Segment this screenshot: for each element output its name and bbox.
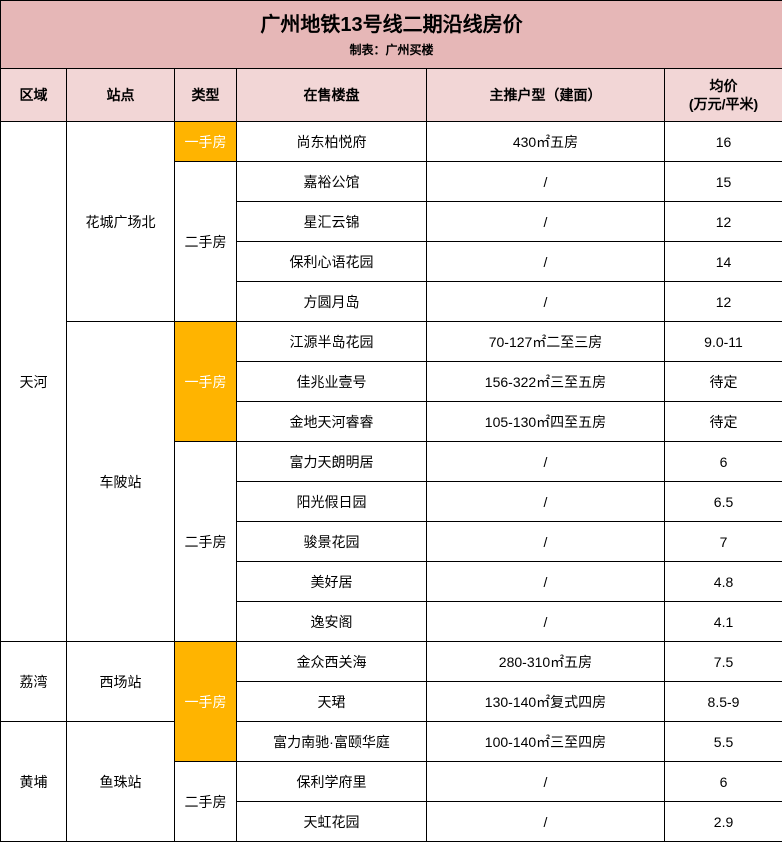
cell-project: 逸安阁	[237, 602, 427, 642]
cell-type: 二手房	[175, 442, 237, 642]
cell-type: 一手房	[175, 322, 237, 442]
sub-title: 制表：广州买楼	[5, 41, 778, 58]
cell-station: 西场站	[67, 642, 175, 722]
cell-price: 9.0-11	[665, 322, 782, 362]
cell-price: 待定	[665, 362, 782, 402]
cell-price: 6	[665, 762, 782, 802]
cell-type: 一手房	[175, 642, 237, 762]
title-row: 广州地铁13号线二期沿线房价 制表：广州买楼	[1, 1, 782, 69]
cell-price: 14	[665, 242, 782, 282]
table-body: 广州地铁13号线二期沿线房价 制表：广州买楼 区域 站点 类型 在售楼盘 主推户…	[1, 1, 782, 842]
cell-unit: /	[427, 242, 665, 282]
cell-project: 金众西关海	[237, 642, 427, 682]
cell-unit: 100-140㎡三至四房	[427, 722, 665, 762]
main-title: 广州地铁13号线二期沿线房价	[5, 11, 778, 39]
cell-unit: 280-310㎡五房	[427, 642, 665, 682]
table-row: 荔湾西场站一手房金众西关海280-310㎡五房7.5	[1, 642, 782, 682]
cell-unit: /	[427, 562, 665, 602]
cell-price: 16	[665, 122, 782, 162]
cell-unit: /	[427, 802, 665, 842]
cell-unit: 70-127㎡二至三房	[427, 322, 665, 362]
cell-type: 二手房	[175, 762, 237, 842]
cell-price: 8.5-9	[665, 682, 782, 722]
cell-project: 金地天河睿睿	[237, 402, 427, 442]
cell-unit: /	[427, 162, 665, 202]
header-price-line1: 均价	[710, 78, 738, 94]
cell-unit: /	[427, 282, 665, 322]
cell-price: 12	[665, 202, 782, 242]
table-row: 车陂站一手房江源半岛花园70-127㎡二至三房9.0-11	[1, 322, 782, 362]
header-unit: 主推户型（建面）	[427, 69, 665, 122]
cell-price: 4.1	[665, 602, 782, 642]
cell-unit: /	[427, 442, 665, 482]
cell-project: 骏景花园	[237, 522, 427, 562]
header-row: 区域 站点 类型 在售楼盘 主推户型（建面） 均价 (万元/平米)	[1, 69, 782, 122]
cell-project: 江源半岛花园	[237, 322, 427, 362]
cell-price: 7.5	[665, 642, 782, 682]
table-row: 天河花城广场北一手房尚东柏悦府430㎡五房16	[1, 122, 782, 162]
cell-unit: /	[427, 202, 665, 242]
cell-region: 荔湾	[1, 642, 67, 722]
cell-price: 15	[665, 162, 782, 202]
cell-region: 天河	[1, 122, 67, 642]
cell-unit: 105-130㎡四至五房	[427, 402, 665, 442]
cell-project: 尚东柏悦府	[237, 122, 427, 162]
cell-project: 富力南驰·富颐华庭	[237, 722, 427, 762]
cell-unit: 130-140㎡复式四房	[427, 682, 665, 722]
cell-project: 天虹花园	[237, 802, 427, 842]
cell-price: 5.5	[665, 722, 782, 762]
cell-project: 星汇云锦	[237, 202, 427, 242]
cell-project: 嘉裕公馆	[237, 162, 427, 202]
cell-unit: /	[427, 522, 665, 562]
header-station: 站点	[67, 69, 175, 122]
cell-project: 方圆月岛	[237, 282, 427, 322]
cell-project: 富力天朗明居	[237, 442, 427, 482]
cell-station: 车陂站	[67, 322, 175, 642]
cell-unit: /	[427, 762, 665, 802]
cell-price: 6	[665, 442, 782, 482]
table-row: 黄埔鱼珠站富力南驰·富颐华庭100-140㎡三至四房5.5	[1, 722, 782, 762]
cell-price: 4.8	[665, 562, 782, 602]
title-cell: 广州地铁13号线二期沿线房价 制表：广州买楼	[1, 1, 782, 69]
cell-project: 保利学府里	[237, 762, 427, 802]
header-type: 类型	[175, 69, 237, 122]
cell-price: 6.5	[665, 482, 782, 522]
cell-project: 保利心语花园	[237, 242, 427, 282]
cell-project: 美好居	[237, 562, 427, 602]
cell-price: 2.9	[665, 802, 782, 842]
cell-project: 天珺	[237, 682, 427, 722]
cell-price: 12	[665, 282, 782, 322]
cell-region: 黄埔	[1, 722, 67, 842]
header-price: 均价 (万元/平米)	[665, 69, 782, 122]
header-price-line2: (万元/平米)	[689, 96, 758, 112]
cell-unit: 156-322㎡三至五房	[427, 362, 665, 402]
cell-project: 阳光假日园	[237, 482, 427, 522]
cell-project: 佳兆业壹号	[237, 362, 427, 402]
cell-station: 鱼珠站	[67, 722, 175, 842]
cell-unit: /	[427, 482, 665, 522]
header-project: 在售楼盘	[237, 69, 427, 122]
cell-station: 花城广场北	[67, 122, 175, 322]
cell-type: 二手房	[175, 162, 237, 322]
cell-price: 待定	[665, 402, 782, 442]
cell-unit: /	[427, 602, 665, 642]
cell-type: 一手房	[175, 122, 237, 162]
cell-price: 7	[665, 522, 782, 562]
price-table: 广州地铁13号线二期沿线房价 制表：广州买楼 区域 站点 类型 在售楼盘 主推户…	[0, 0, 782, 842]
header-region: 区域	[1, 69, 67, 122]
cell-unit: 430㎡五房	[427, 122, 665, 162]
